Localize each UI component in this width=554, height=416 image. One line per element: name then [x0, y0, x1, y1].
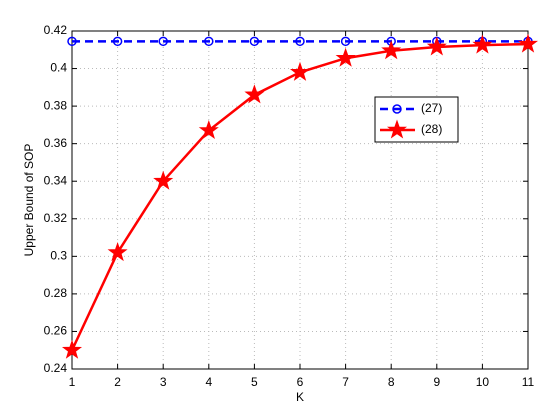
y-tick-label: 0.38	[44, 98, 68, 112]
legend-marker	[392, 104, 402, 114]
marker	[61, 339, 83, 359]
x-tick-label: 6	[297, 375, 304, 389]
x-tick-label: 1	[69, 375, 76, 389]
marker	[67, 36, 77, 47]
axes-box	[71, 30, 529, 370]
marker	[381, 40, 402, 60]
y-tick-label: 0.3	[50, 249, 67, 263]
legend-label: (27)	[421, 101, 442, 115]
x-tick-label: 7	[342, 375, 349, 389]
y-tick-label: 0.32	[44, 211, 68, 225]
x-tick-label: 3	[160, 375, 167, 389]
marker	[244, 84, 265, 104]
marker	[517, 33, 539, 53]
marker	[198, 119, 219, 140]
marker	[335, 47, 356, 67]
marker	[472, 34, 493, 54]
legend-label: (28)	[421, 122, 442, 136]
marker	[153, 170, 174, 190]
marker	[249, 36, 260, 47]
marker	[295, 36, 305, 47]
marker	[107, 242, 128, 262]
marker	[112, 36, 123, 47]
y-tick-label: 0.26	[44, 324, 68, 338]
y-tick-label: 0.4	[50, 61, 67, 75]
y-tick-label: 0.34	[44, 173, 68, 187]
x-tick-label: 8	[388, 375, 395, 389]
marker	[426, 36, 447, 56]
y-axis-label: Upper Bound of SOP	[22, 144, 36, 257]
legend: (27) (28)	[374, 96, 459, 143]
marker	[289, 61, 311, 81]
y-tick-label: 0.28	[44, 286, 68, 300]
x-tick-label: 4	[205, 375, 212, 389]
x-tick-label: 5	[251, 375, 258, 389]
x-tick-label: 2	[114, 375, 121, 389]
x-axis-label: K	[296, 390, 304, 404]
y-tick-label: 0.36	[44, 136, 68, 150]
marker	[158, 36, 168, 47]
x-tick-label: 10	[476, 375, 490, 389]
marker	[340, 36, 351, 47]
legend-box	[374, 96, 459, 143]
x-tick-label: 11	[522, 375, 535, 389]
legend-marker	[386, 119, 408, 139]
y-tick-label: 0.42	[44, 23, 68, 37]
y-tick-label: 0.24	[44, 361, 68, 375]
x-tick-label: 9	[433, 375, 440, 389]
marker	[204, 36, 214, 47]
